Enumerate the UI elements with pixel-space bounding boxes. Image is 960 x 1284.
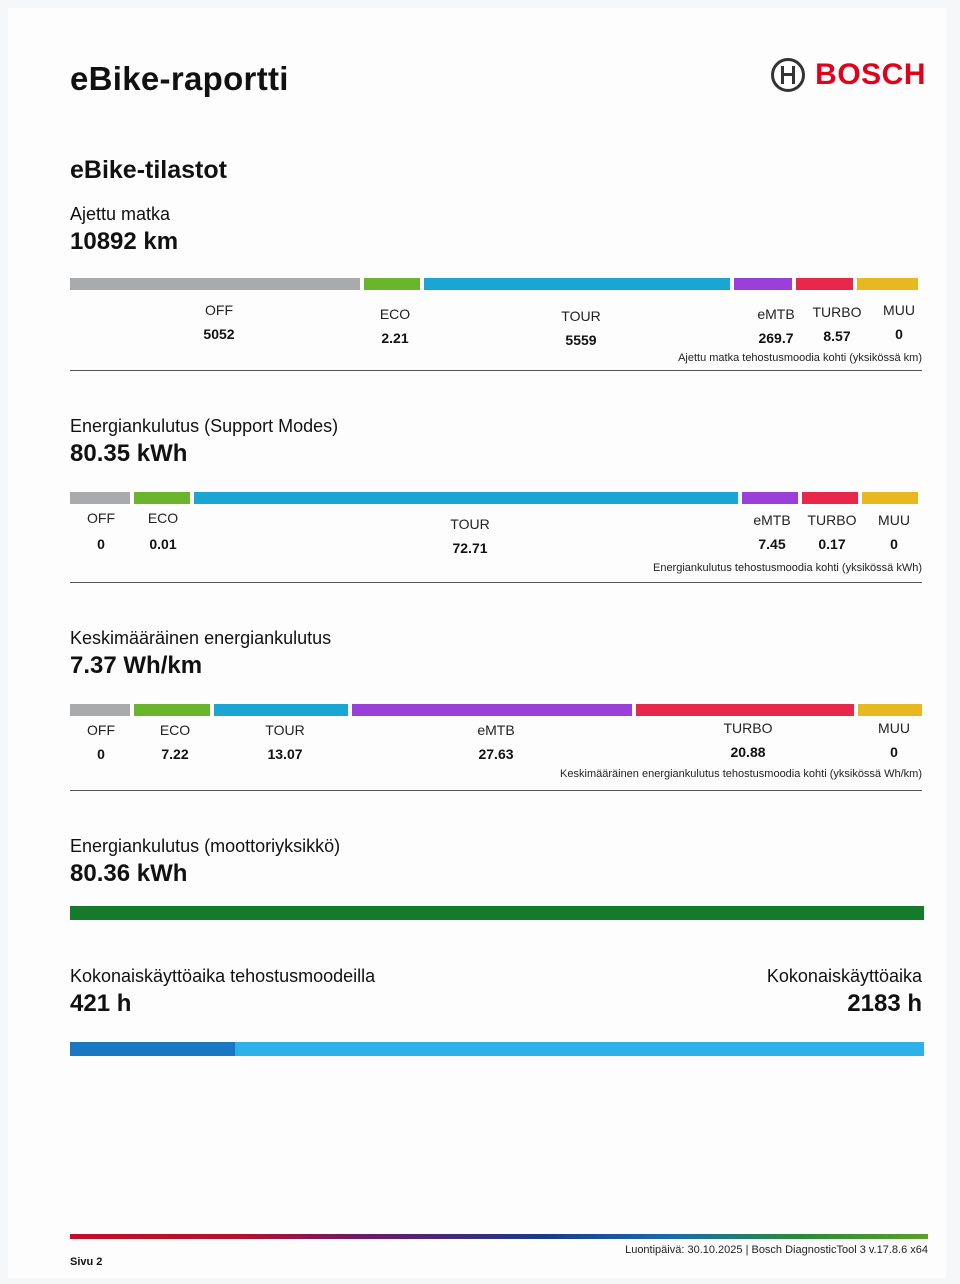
motor-energy-label: Energiankulutus (moottoriyksikkö) [70,836,341,856]
bar-segment-muu [858,704,922,716]
total-time-value: 2183 h [847,990,922,1017]
mode-label-emtb: eMTB [757,306,795,322]
energy-modes-caption: Energiankulutus tehostusmoodia kohti (yk… [652,562,922,574]
mode-value-eco: 0.01 [149,536,177,552]
mode-value-emtb: 7.45 [758,536,786,552]
bar-segment-eco [134,492,190,504]
mode-value-eco: 2.21 [381,330,409,346]
energy-modes-bar [70,492,918,504]
mode-value-off: 5052 [203,326,235,342]
mode-label-muu: MUU [878,512,910,528]
bar-segment-tour [214,704,348,716]
mode-label-muu: MUU [878,720,910,736]
mode-value-off: 0 [97,746,105,762]
section-divider [70,582,922,583]
motor-energy-bar [70,906,924,920]
bar-segment-muu [857,278,918,290]
mode-label-emtb: eMTB [753,512,791,528]
mode-value-turbo: 8.57 [823,328,851,344]
mode-value-off: 0 [97,536,105,552]
mode-label-turbo: TURBO [723,720,773,736]
mode-value-tour: 5559 [565,332,597,348]
mode-label-tour: TOUR [265,722,305,738]
avg-energy-label: Keskimääräinen energiankulutus [70,628,332,648]
bar-segment-off [70,704,130,716]
mode-label-off: OFF [87,510,115,526]
total-time-group: Kokonaiskäyttöaika 2183 h [767,966,922,1018]
mode-label-eco: ECO [379,306,411,322]
total-time-label: Kokonaiskäyttöaika [766,966,922,986]
section-divider [70,370,922,371]
mode-label-off: OFF [87,722,115,738]
footer-divider [70,1234,928,1239]
bar-segment-turbo [636,704,854,716]
avg-energy-block: Keskimääräinen energiankulutus 7.37 Wh/k… [70,628,922,798]
mode-value-tour: 13.07 [267,746,303,762]
mode-label-turbo: TURBO [807,512,857,528]
avg-energy-bar [70,704,922,716]
distance-bar [70,278,918,290]
motor-energy-value: 80.36 kWh [70,860,188,887]
bar-segment-tour [194,492,738,504]
report-page: eBike-raportti BOSCH eBike-tilastot Ajet… [8,8,946,1278]
motor-energy-block: Energiankulutus (moottoriyksikkö) 80.36 … [70,836,924,926]
mode-label-tour: TOUR [561,308,601,324]
usage-time-bar [70,1042,924,1056]
bar-segment-muu [862,492,918,504]
usage-time-block: Kokonaiskäyttöaika tehostusmoodeilla 421… [70,966,924,1066]
distance-label: Ajettu matka [70,204,171,224]
footer-info: Luontipäivä: 30.10.2025 | Bosch Diagnost… [625,1244,928,1256]
bar-segment-emtb [742,492,798,504]
energy-modes-label: Energiankulutus (Support Modes) [70,416,339,436]
bar-segment-off [70,278,360,290]
mode-value-muu: 0 [895,326,903,342]
section-title: eBike-tilastot [70,156,227,184]
usage-time-fill [70,1042,235,1056]
distance-block: Ajettu matka 10892 km OFF 5052 ECO 2.21 … [70,204,922,374]
bar-segment-emtb [352,704,632,716]
mode-value-tour: 72.71 [452,540,488,556]
report-title: eBike-raportti [70,60,289,97]
bosch-armature-icon [771,58,806,92]
bar-segment-eco [364,278,420,290]
usage-time-label: Kokonaiskäyttöaika tehostusmoodeilla [70,966,376,986]
bar-segment-turbo [796,278,853,290]
bar-segment-emtb [734,278,792,290]
avg-energy-value: 7.37 Wh/km [70,652,203,679]
distance-value: 10892 km [70,228,179,255]
mode-label-eco: ECO [147,510,179,526]
mode-value-emtb: 269.7 [758,330,794,346]
usage-time-value: 421 h [70,990,132,1017]
energy-modes-block: Energiankulutus (Support Modes) 80.35 kW… [70,416,922,586]
distance-caption: Ajettu matka tehostusmoodia kohti (yksik… [678,352,922,364]
mode-label-muu: MUU [883,302,915,318]
bosch-brand-text: BOSCH [815,58,926,91]
mode-value-turbo: 0.17 [818,536,846,552]
bar-segment-tour [424,278,730,290]
mode-value-eco: 7.22 [161,746,189,762]
mode-value-muu: 0 [890,744,898,760]
mode-label-turbo: TURBO [812,304,862,320]
bar-segment-eco [134,704,210,716]
bosch-logo: BOSCH [771,58,926,92]
energy-modes-value: 80.35 kWh [70,440,188,467]
section-divider [70,790,922,791]
mode-label-eco: ECO [159,722,191,738]
mode-label-emtb: eMTB [477,722,515,738]
mode-value-muu: 0 [890,536,898,552]
bar-segment-off [70,492,130,504]
avg-energy-caption: Keskimääräinen energiankulutus tehostusm… [560,768,922,780]
mode-value-emtb: 27.63 [478,746,514,762]
mode-value-turbo: 20.88 [730,744,766,760]
bar-segment-turbo [802,492,858,504]
mode-label-off: OFF [205,302,233,318]
page-number: Sivu 2 [70,1256,103,1268]
mode-label-tour: TOUR [450,516,490,532]
